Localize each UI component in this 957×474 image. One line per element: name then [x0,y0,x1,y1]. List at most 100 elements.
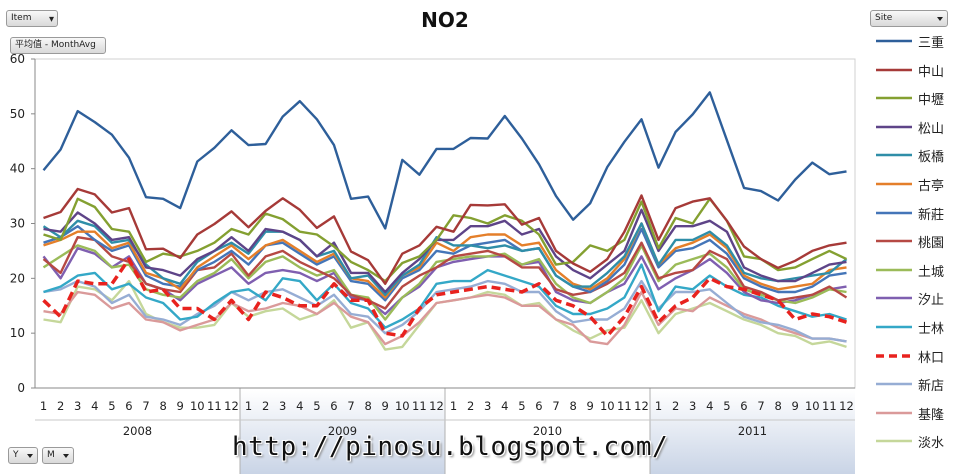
x-tick-label-month: 7 [142,399,149,413]
series-line-2 [43,187,847,285]
legend-swatch [876,382,912,386]
x-tick-label-month: 6 [330,399,337,413]
year-band [240,390,445,474]
y-tick-label: 30 [10,217,25,231]
x-tick-label-month: 12 [634,399,649,413]
x-tick-label-month: 3 [484,399,491,413]
x-tick-label-month: 12 [839,399,854,413]
legend-swatch [876,68,912,71]
x-tick-label-month: 6 [535,399,542,413]
legend-item: 新店 [868,371,954,399]
legend-item: 基隆 [868,400,954,428]
site-field-button[interactable]: Site [870,10,948,27]
legend-label: 新店 [918,379,945,395]
legend-item: 中山 [868,57,954,85]
x-tick-label-month: 2 [467,399,474,413]
x-tick-label-month: 5 [723,399,730,413]
x-tick-label-year: 2008 [123,424,152,438]
legend-item: 桃園 [868,228,954,256]
x-tick-label-month: 12 [224,399,239,413]
legend-swatch [876,239,912,243]
series-line-12 [42,257,848,338]
legend-item: 汐止 [868,285,954,313]
filter-icon: ▾ [48,14,54,25]
site-field-label: Site [875,13,893,23]
x-tick-label-month: 3 [689,399,696,413]
legend-swatch [876,440,912,443]
plot-area [34,58,856,389]
item-field-label: Item [11,13,32,23]
legend-swatch [876,411,912,414]
y-tick-label: 60 [10,52,25,66]
legend-item: 林口 [868,343,954,371]
chevron-down-icon [63,454,69,458]
x-tick-label-month: 11 [617,399,632,413]
value-field-label: 平均值 - MonthAvg [15,40,96,50]
value-field-button[interactable]: 平均值 - MonthAvg [10,37,106,54]
x-tick-label-month: 7 [347,399,354,413]
legend-swatch [876,182,912,186]
year-band [445,390,650,474]
x-tick-label-month: 5 [313,399,320,413]
legend-label: 土城 [918,264,945,280]
y-tick-label: 20 [10,271,25,285]
legend-label: 中山 [918,64,945,80]
year-band [650,390,855,474]
x-tick-label-month: 9 [792,399,799,413]
x-tick-label-month: 8 [774,399,781,413]
chevron-down-icon [937,17,943,21]
x-tick-label-month: 8 [159,399,166,413]
legend-swatch [876,154,912,157]
x-tick-label-month: 11 [207,399,222,413]
x-tick-label-year: 2009 [328,424,357,438]
legend-item: 新莊 [868,200,954,228]
legend-swatch [876,211,912,214]
x-tick-label-month: 11 [412,399,427,413]
legend-swatch [876,39,912,43]
x-tick-label-month: 6 [740,399,747,413]
x-tick-label-month: 6 [125,399,132,413]
x-tick-label-month: 5 [518,399,525,413]
x-tick-label-month: 10 [190,399,205,413]
chevron-down-icon [27,454,33,458]
series-line-11 [43,263,847,329]
legend-swatch [876,125,912,128]
series-line-10 [42,246,847,316]
legend-label: 新莊 [918,207,945,223]
series-line-14 [43,290,847,346]
series-line-1 [42,91,847,230]
x-tick-label-year: 2011 [738,424,767,438]
legend-label: 基隆 [918,407,945,423]
x-tick-label-month: 12 [429,399,444,413]
x-tick-label-month: 3 [279,399,286,413]
x-tick-label-month: 10 [395,399,410,413]
legend-item: 板橋 [868,142,954,170]
y-tick-label: 10 [10,326,25,340]
x-tick-label-month: 9 [177,399,184,413]
x-tick-label-month: 1 [245,399,252,413]
x-tick-label-year: 2010 [533,424,562,438]
x-tick-label-month: 8 [364,399,371,413]
legend-swatch [876,297,912,300]
legend-item: 三重 [868,28,954,56]
legend-item: 古亭 [868,171,954,199]
legend-swatch [876,325,912,329]
y-tick-label: 40 [10,162,25,176]
legend-item: 土城 [868,257,954,285]
x-tick-label-month: 9 [587,399,594,413]
item-field-button[interactable]: Item ▾ [6,10,58,27]
legend-label: 士林 [918,322,945,337]
axis-field-y-button[interactable]: Y [8,447,38,464]
series-line-6 [43,222,847,299]
series-line-13 [43,279,847,343]
series-line-8 [42,235,848,310]
chart-title: NO2 [421,8,469,32]
x-tick-label-month: 4 [91,399,98,413]
axis-field-y-label: Y [13,450,19,460]
axis-field-m-button[interactable]: M [42,447,74,464]
x-tick-label-month: 4 [296,399,303,413]
x-tick-label-month: 4 [706,399,713,413]
legend-swatch [876,353,912,358]
legend-label: 板橋 [918,150,945,166]
